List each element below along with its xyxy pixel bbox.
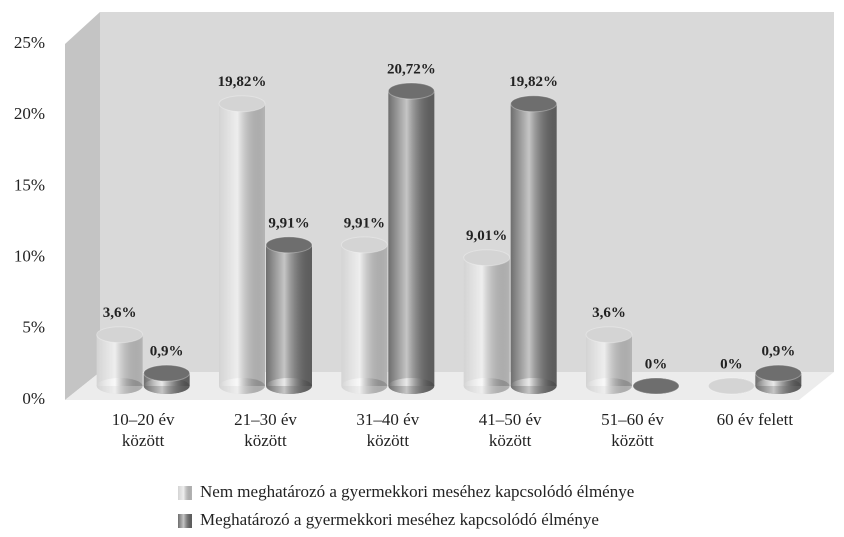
cylinder-top	[387, 82, 435, 100]
cylinder-base-shine	[219, 378, 265, 394]
value-label: 9,01%	[466, 228, 507, 244]
cylinder-base-shine	[341, 378, 388, 394]
x-tick-label: 10–20 év	[112, 410, 175, 429]
cylinder-top	[218, 95, 266, 113]
legend-swatch-shine	[178, 514, 192, 528]
cylinder	[585, 326, 633, 394]
value-label: 0,9%	[761, 344, 795, 360]
cylinder	[143, 364, 191, 394]
value-label: 0%	[645, 356, 668, 372]
cylinder	[510, 95, 558, 394]
cylinder-top	[340, 236, 388, 254]
cylinder-shine	[96, 334, 143, 386]
cylinder-base-shine	[388, 378, 435, 394]
x-tick-label: között	[489, 431, 532, 450]
legend-label: Meghatározó a gyermekkori meséhez kapcso…	[200, 510, 599, 529]
cylinder-top	[510, 95, 558, 113]
legend-swatch-shine	[178, 486, 192, 500]
cylinder-shine	[341, 244, 388, 386]
x-tick-label: között	[367, 431, 410, 450]
cylinder-base-shine	[510, 378, 557, 394]
y-tick-label: 15%	[14, 175, 45, 194]
cylinder-top	[707, 377, 755, 395]
cylinder	[96, 326, 144, 394]
x-tick-label: 21–30 év	[234, 410, 297, 429]
legend-label: Nem meghatározó a gyermekkori meséhez ka…	[200, 482, 634, 501]
value-label: 19,82%	[218, 74, 267, 90]
cylinder-base-shine	[96, 378, 143, 394]
cylinder	[707, 377, 755, 395]
x-tick-label: 51–60 év	[601, 410, 664, 429]
cylinder-top	[463, 249, 511, 267]
cylinder-top	[754, 364, 802, 382]
side-wall	[65, 12, 100, 400]
x-tick-label: 31–40 év	[356, 410, 419, 429]
cylinder-top	[585, 326, 633, 344]
cylinder-base-shine	[463, 378, 510, 394]
value-label: 0,9%	[150, 344, 184, 360]
cylinder-base-shine	[266, 378, 312, 394]
value-label: 3,6%	[103, 305, 137, 321]
cylinder	[463, 249, 511, 394]
cylinder-top	[632, 377, 680, 395]
cylinder	[387, 82, 435, 394]
cylinder	[265, 236, 313, 394]
cylinder	[218, 95, 266, 394]
cylinder-base-shine	[586, 378, 632, 394]
cylinder	[632, 377, 680, 395]
cylinder-base-shine	[143, 378, 190, 394]
cylinder-shine	[510, 103, 557, 387]
cylinder-top	[96, 326, 144, 344]
cylinder	[340, 236, 388, 394]
value-label: 19,82%	[509, 74, 558, 90]
cylinder-base-shine	[755, 378, 802, 394]
cylinder-shine	[586, 334, 632, 386]
cylinder-top	[143, 364, 191, 382]
x-tick-label: között	[611, 431, 654, 450]
cylinder-shine	[219, 103, 265, 387]
x-tick-label: között	[244, 431, 287, 450]
value-label: 9,91%	[268, 215, 309, 231]
cylinder-shine	[388, 90, 435, 386]
x-tick-label: 60 év felett	[717, 410, 794, 429]
y-tick-label: 10%	[14, 247, 45, 266]
value-label: 0%	[720, 356, 743, 372]
y-tick-label: 0%	[22, 389, 45, 408]
value-label: 3,6%	[592, 305, 626, 321]
x-tick-label: között	[122, 431, 165, 450]
y-tick-label: 5%	[22, 318, 45, 337]
cylinder	[754, 364, 802, 394]
cylinder-top	[265, 236, 313, 254]
y-tick-label: 25%	[14, 33, 45, 52]
cylinder-shine	[266, 244, 312, 386]
y-tick-label: 20%	[14, 104, 45, 123]
cylinder-shine	[463, 257, 510, 386]
value-label: 20,72%	[387, 61, 436, 77]
value-label: 9,91%	[344, 215, 385, 231]
x-tick-label: 41–50 év	[479, 410, 542, 429]
